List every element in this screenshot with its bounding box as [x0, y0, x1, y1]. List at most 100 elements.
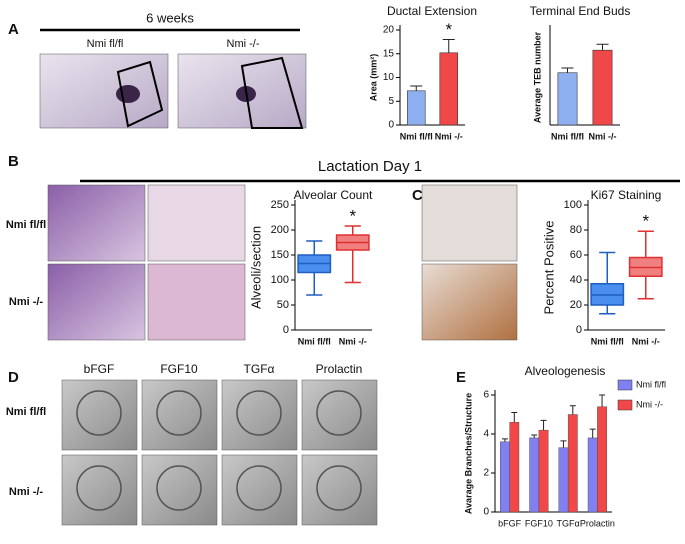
whisker: [637, 276, 654, 300]
panel-letter: A: [8, 21, 19, 38]
y-tick-label: 100: [271, 274, 289, 286]
y-tick-label: 2: [483, 468, 489, 479]
y-tick-label: 10: [383, 72, 395, 83]
y-axis-label: Area (mm²): [368, 54, 378, 102]
y-axis-label: Percent Positive: [541, 221, 556, 315]
bar: [558, 447, 569, 513]
annotation: *: [445, 20, 452, 39]
x-tick-label: bFGF: [498, 518, 522, 528]
x-tick-label: Nmi -/-: [632, 336, 660, 346]
organoid: [156, 390, 202, 436]
bar: [538, 429, 549, 513]
label: Nmi fl/fl: [6, 406, 46, 418]
label: Nmi fl/fl: [87, 38, 124, 50]
whisker: [306, 272, 323, 296]
error-bar: [511, 412, 518, 423]
chart-title: Alveologenesis: [525, 364, 606, 378]
bar: [407, 90, 426, 126]
label: Nmi -/-: [9, 486, 44, 498]
organoid: [76, 465, 122, 511]
bar: [597, 406, 607, 513]
x-tick-label: Prolactin: [580, 518, 615, 528]
image: [421, 263, 518, 341]
x-tick-label: Nmi fl/fl: [551, 131, 584, 141]
x-tick-label: Nmi fl/fl: [591, 336, 624, 346]
chart-title: Ki67 Staining: [591, 188, 662, 202]
whisker: [344, 250, 361, 284]
chart-title: Alveolar Count: [294, 188, 373, 202]
whisker: [344, 225, 361, 235]
y-tick-label: 0: [388, 120, 394, 131]
error-bar: [599, 394, 606, 407]
error-bar: [442, 39, 455, 53]
organoid: [236, 390, 282, 436]
error-bar: [501, 438, 508, 442]
lymph-node: [116, 85, 140, 103]
x-tick-label: Nmi fl/fl: [400, 131, 433, 141]
y-tick-label: 40: [570, 274, 582, 286]
error-bar: [589, 428, 596, 438]
y-tick-label: 0: [283, 324, 289, 336]
bar: [509, 422, 520, 513]
error-bar: [596, 43, 609, 51]
error-bar: [569, 405, 576, 415]
organoid: [156, 465, 202, 511]
image: [147, 263, 246, 341]
bar: [567, 414, 578, 513]
label: Nmi -/-: [227, 38, 260, 50]
y-tick-label: 0: [576, 324, 582, 336]
bar: [500, 441, 510, 513]
whisker: [599, 251, 616, 284]
bar: [439, 52, 458, 126]
y-axis-label: Avarage Branches/Structure: [463, 393, 473, 514]
image: [47, 184, 146, 262]
image: [147, 184, 246, 262]
panel-letter: E: [456, 369, 466, 386]
chart-title: Ductal Extension: [387, 4, 477, 18]
column-label: Prolactin: [316, 362, 363, 376]
y-tick-label: 4: [483, 429, 489, 440]
y-tick-label: 0: [483, 507, 489, 518]
y-tick-label: 20: [570, 299, 582, 311]
y-tick-label: 80: [570, 224, 582, 236]
x-tick-label: Nmi -/-: [339, 336, 367, 346]
image-grid: [61, 379, 378, 526]
panel-letter: C: [412, 187, 423, 204]
legend-label: Nmi fl/fl: [636, 379, 666, 389]
organoid: [316, 465, 362, 511]
outline: [116, 60, 164, 128]
y-axis-label: Alveoli/section: [248, 226, 263, 309]
image: [421, 184, 518, 262]
outline: [240, 56, 304, 129]
image: [39, 53, 169, 129]
y-tick-label: 250: [271, 199, 289, 211]
error-bar: [560, 440, 567, 448]
x-tick-label: TGFα: [557, 518, 580, 528]
column-label: TGFα: [244, 362, 275, 376]
organoid: [76, 390, 122, 436]
bar: [529, 437, 540, 513]
annotation: *: [642, 212, 649, 231]
error-bar: [561, 67, 574, 73]
chart-title: Terminal End Buds: [530, 4, 631, 18]
y-tick-label: 20: [383, 25, 395, 36]
error-bar: [531, 434, 538, 438]
panel-letter: D: [8, 369, 19, 386]
error-bar: [540, 419, 547, 431]
bar: [587, 437, 598, 513]
annotation: *: [349, 206, 356, 225]
column-label: FGF10: [160, 362, 198, 376]
legend-label: Nmi -/-: [636, 399, 663, 409]
y-tick-label: 15: [383, 48, 395, 59]
whisker: [637, 230, 654, 258]
y-tick-label: 6: [483, 390, 489, 401]
column-label: bFGF: [84, 362, 115, 376]
y-axis-label: Average TEB number: [532, 31, 542, 123]
legend-swatch: [617, 379, 633, 391]
y-tick-label: 5: [388, 96, 394, 107]
label: Nmi fl/fl: [6, 219, 46, 231]
image: [47, 263, 146, 341]
x-tick-label: Nmi fl/fl: [298, 336, 331, 346]
label: 6 weeks: [146, 10, 194, 25]
